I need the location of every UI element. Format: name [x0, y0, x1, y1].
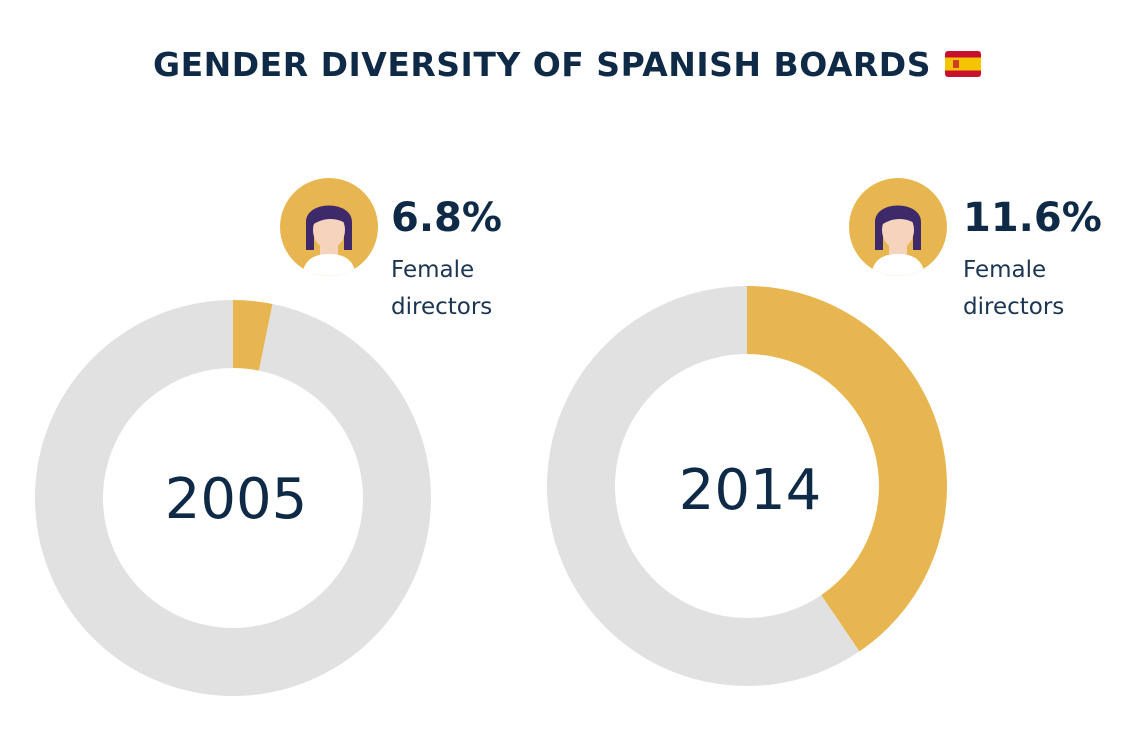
- donut-slice-female: [233, 300, 273, 371]
- donut-chart-2014: 2014: [547, 285, 947, 686]
- woman-avatar-icon: [280, 178, 378, 276]
- spain-flag-icon: [944, 51, 981, 77]
- donut-slice-remainder: [547, 285, 860, 686]
- annotation-2014: 11.6% Female directors: [963, 198, 1103, 326]
- donut-slice-female: [747, 286, 947, 652]
- donut-chart-2005: 2005: [34, 300, 431, 696]
- female-share-label: Female directors: [963, 257, 1065, 320]
- annotation-2005: 6.8% Female directors: [391, 198, 531, 326]
- female-share-value: 6.8%: [391, 195, 502, 241]
- woman-avatar-icon: [849, 178, 947, 276]
- female-share-value: 11.6%: [963, 195, 1102, 241]
- donut-center-label: 2014: [679, 458, 822, 523]
- page-title: GENDER DIVERSITY OF SPANISH BOARDS: [153, 44, 931, 84]
- donut-center-label: 2005: [165, 467, 308, 532]
- female-share-label: Female directors: [391, 257, 493, 320]
- donut-slice-remainder: [34, 300, 431, 696]
- title-row: GENDER DIVERSITY OF SPANISH BOARDS: [0, 38, 1134, 90]
